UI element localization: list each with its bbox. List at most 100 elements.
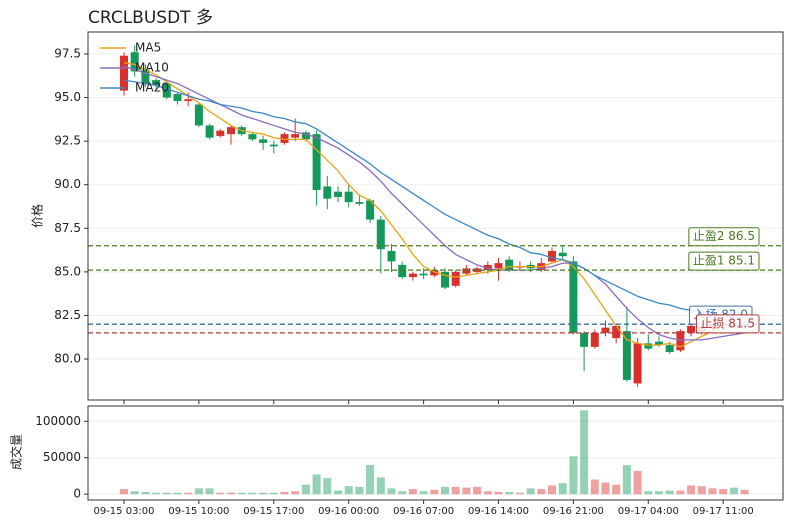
volume-axis-label: 成交量 <box>9 434 24 470</box>
volume-bar <box>569 456 578 495</box>
volume-bar <box>248 492 257 495</box>
volume-bar <box>120 489 128 495</box>
y-tick-label: 97.5 <box>54 46 81 60</box>
volume-bar <box>590 479 599 495</box>
volume-bar <box>526 488 535 495</box>
candle-body <box>344 191 353 203</box>
candle-body <box>205 125 214 138</box>
volume-bar <box>430 489 439 495</box>
y-tick-label: 95.0 <box>54 90 81 104</box>
candle-body <box>644 343 653 349</box>
candle-body <box>419 273 428 276</box>
candle-body <box>483 264 492 271</box>
volume-bar <box>740 489 749 495</box>
volume-bar <box>494 491 503 495</box>
ma-line <box>123 79 745 318</box>
candle-body <box>301 132 310 140</box>
candle-body <box>687 325 696 333</box>
candle-body <box>194 104 203 126</box>
y-tick-label: 87.5 <box>54 221 81 235</box>
y-tick-label: 90.0 <box>54 177 81 191</box>
volume-bar <box>548 485 556 495</box>
candle-body <box>141 69 150 84</box>
y-tick-label: 50000 <box>43 450 81 464</box>
candle-body <box>430 270 439 276</box>
candle-body <box>323 186 332 199</box>
candle-body <box>387 250 396 262</box>
volume-bar <box>505 491 514 495</box>
volume-bar <box>398 491 407 495</box>
candle-body <box>366 200 375 220</box>
x-tick-label: 09-16 14:00 <box>468 506 529 517</box>
candle-body <box>505 259 514 271</box>
ma-line <box>123 65 745 341</box>
volume-bar <box>633 470 642 495</box>
candle-body <box>612 325 621 339</box>
volume-bar <box>173 492 182 495</box>
volume-bar <box>269 492 278 495</box>
volume-bar <box>697 486 706 495</box>
candle-body <box>601 327 610 333</box>
volume-bar <box>601 482 610 495</box>
candle-body <box>312 134 321 190</box>
candle-body <box>216 130 225 136</box>
candle-body <box>441 271 449 288</box>
volume-bar <box>323 478 332 495</box>
candle-body <box>248 134 257 140</box>
candle-body <box>622 331 631 380</box>
volume-bar <box>580 410 589 495</box>
volume-bar <box>676 490 685 495</box>
candle-body <box>173 94 182 102</box>
x-tick-label: 09-16 00:00 <box>318 506 379 517</box>
volume-bar <box>387 488 396 495</box>
x-tick-label: 09-15 17:00 <box>243 506 304 517</box>
legend-label: MA5 <box>135 41 161 55</box>
candle-body <box>355 202 364 204</box>
volume-bar <box>537 489 546 495</box>
candle-body <box>259 139 268 143</box>
candle-body <box>130 52 139 72</box>
volume-bar <box>301 484 310 495</box>
x-tick-label: 09-17 04:00 <box>618 506 679 517</box>
candle-body <box>655 341 663 346</box>
y-tick-label: 80.0 <box>54 352 81 366</box>
candle-body <box>162 83 171 98</box>
candle-body <box>227 127 235 135</box>
level-label: 止损 81.5 <box>700 316 755 330</box>
volume-bar <box>462 487 471 495</box>
volume-bar <box>376 477 385 495</box>
volume-bar <box>408 489 417 495</box>
volume-bar <box>344 486 353 495</box>
candle-body <box>184 99 193 102</box>
candle-body <box>473 268 482 272</box>
volume-bar <box>194 488 203 495</box>
x-tick-label: 09-15 10:00 <box>168 506 229 517</box>
candle-body <box>398 264 407 278</box>
candle-body <box>676 331 685 351</box>
candle-body <box>269 144 278 147</box>
volume-bar <box>162 492 171 495</box>
x-tick-label: 09-16 07:00 <box>393 506 454 517</box>
candle-body <box>590 332 599 347</box>
candle-body <box>152 80 161 86</box>
x-tick-label: 09-17 11:00 <box>693 506 754 517</box>
volume-bar <box>334 490 342 495</box>
volume-bar <box>227 492 235 495</box>
volume-bar <box>130 491 139 495</box>
volume-frame <box>87 405 784 501</box>
volume-bar <box>612 484 621 495</box>
legend-label: MA10 <box>135 61 169 75</box>
volume-bar <box>622 465 631 495</box>
volume-bar <box>291 491 300 495</box>
candle-body <box>291 134 300 138</box>
y-tick-label: 92.5 <box>54 134 81 148</box>
candle-body <box>633 343 642 384</box>
candle-body <box>120 55 128 91</box>
volume-bar <box>441 486 449 495</box>
level-label-box <box>688 251 760 271</box>
x-tick-label: 09-15 03:00 <box>93 506 154 517</box>
y-axis-label: 价格 <box>30 204 45 228</box>
ma-line <box>123 62 745 348</box>
volume-bar <box>708 488 717 495</box>
